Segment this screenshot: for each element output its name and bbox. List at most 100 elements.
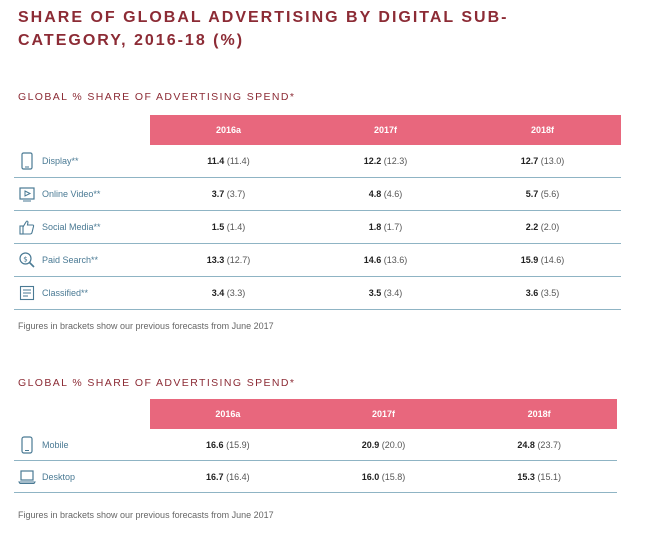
value-cell: 2.2 (2.0): [464, 222, 621, 232]
value-current: 3.6: [525, 288, 539, 298]
value-cell: 3.7 (3.7): [150, 189, 307, 199]
value-previous: (1.7): [383, 222, 403, 232]
value-previous: (15.9): [226, 439, 250, 450]
section-heading-share-by-device: GLOBAL % SHARE OF ADVERTISING SPEND*: [18, 377, 296, 389]
value-current: 4.8: [368, 189, 382, 199]
row-label-text: Online Video**: [42, 189, 101, 199]
value-cell: 13.3 (12.7): [150, 255, 307, 265]
value-current: 12.7: [520, 156, 539, 166]
value-cell: 1.8 (1.7): [307, 222, 464, 232]
header-blank-cell: [14, 399, 150, 429]
value-current: 3.5: [368, 288, 382, 298]
value-previous: (16.4): [226, 471, 250, 482]
value-current: 16.0: [361, 471, 380, 482]
value-previous: (2.0): [540, 222, 560, 232]
row-label-text: Paid Search**: [42, 255, 99, 265]
value-cell: 1.5 (1.4): [150, 222, 307, 232]
value-current: 16.6: [206, 439, 224, 450]
value-cell: 14.6 (13.6): [307, 255, 464, 265]
row-label: $ Paid Search**: [14, 250, 150, 270]
value-current: 14.6: [363, 255, 382, 265]
device-table: 2016a 2017f 2018f Mobile 16.6 (15.9) 20.…: [14, 399, 618, 493]
laptop-icon: [18, 467, 36, 487]
value-current: 11.4: [207, 156, 225, 166]
value-cell: 15.3 (15.1): [461, 472, 617, 482]
value-current: 2.2: [525, 222, 539, 232]
table-row: Classified** 3.4 (3.3) 3.5 (3.4) 3.6 (3.…: [14, 277, 621, 310]
row-label: Desktop: [14, 467, 150, 487]
value-previous: (13.0): [540, 156, 565, 166]
list-icon: [18, 283, 36, 303]
value-cell: 11.4 (11.4): [150, 156, 307, 166]
value-previous: (13.6): [383, 255, 408, 265]
row-label: Social Media**: [14, 217, 150, 237]
section-heading-share-by-subcategory: GLOBAL % SHARE OF ADVERTISING SPEND*: [18, 91, 296, 103]
value-current: 24.8: [517, 439, 535, 450]
value-cell: 24.8 (23.7): [461, 440, 617, 450]
column-header: 2018f: [461, 399, 618, 429]
row-label-text: Display**: [42, 156, 79, 166]
value-previous: (11.4): [226, 156, 250, 166]
value-previous: (3.7): [226, 189, 246, 199]
value-current: 3.7: [211, 189, 225, 199]
row-label: Mobile: [14, 435, 150, 455]
value-current: 3.4: [211, 288, 225, 298]
row-label: Classified**: [14, 283, 150, 303]
value-cell: 12.2 (12.3): [307, 156, 464, 166]
value-previous: (3.3): [226, 288, 246, 298]
value-previous: (3.5): [540, 288, 560, 298]
value-cell: 12.7 (13.0): [464, 156, 621, 166]
table-row: Mobile 16.6 (15.9) 20.9 (20.0) 24.8 (23.…: [14, 429, 617, 461]
value-cell: 20.9 (20.0): [306, 440, 462, 450]
value-previous: (3.4): [383, 288, 403, 298]
value-current: 5.7: [525, 189, 539, 199]
column-header: 2017f: [305, 399, 462, 429]
value-cell: 3.4 (3.3): [150, 288, 307, 298]
column-header: 2018f: [464, 115, 621, 145]
row-label: Display**: [14, 151, 150, 171]
row-label-text: Mobile: [42, 439, 69, 450]
digital-subcategory-table: 2016a 2017f 2018f Display** 11.4 (11.4) …: [14, 115, 621, 310]
value-cell: 16.0 (15.8): [306, 472, 462, 482]
value-previous: (15.8): [381, 471, 406, 482]
table-header-row: 2016a 2017f 2018f: [14, 399, 618, 429]
video-play-icon: [18, 184, 36, 204]
value-current: 1.8: [368, 222, 382, 232]
value-current: 16.7: [206, 471, 224, 482]
row-label-text: Desktop: [42, 471, 76, 482]
svg-text:$: $: [23, 256, 27, 264]
value-previous: (15.1): [537, 471, 561, 482]
value-current: 1.5: [211, 222, 225, 232]
row-label-text: Social Media**: [42, 222, 101, 232]
value-cell: 4.8 (4.6): [307, 189, 464, 199]
value-current: 13.3: [206, 255, 225, 265]
column-header: 2017f: [307, 115, 464, 145]
table-row: $ Paid Search** 13.3 (12.7) 14.6 (13.6) …: [14, 244, 621, 277]
table-footnote: Figures in brackets show our previous fo…: [18, 510, 274, 520]
value-cell: 16.6 (15.9): [150, 440, 306, 450]
value-previous: (5.6): [540, 189, 560, 199]
value-previous: (23.7): [537, 439, 561, 450]
value-cell: 16.7 (16.4): [150, 472, 306, 482]
value-cell: 15.9 (14.6): [464, 255, 621, 265]
table-row: Social Media** 1.5 (1.4) 1.8 (1.7) 2.2 (…: [14, 211, 621, 244]
value-current: 15.3: [517, 471, 535, 482]
value-previous: (20.0): [381, 439, 406, 450]
column-header: 2016a: [150, 399, 306, 429]
table-row: Desktop 16.7 (16.4) 16.0 (15.8) 15.3 (15…: [14, 461, 617, 493]
mobile-icon: [18, 435, 36, 455]
value-previous: (12.3): [383, 156, 408, 166]
value-previous: (14.6): [540, 255, 565, 265]
value-current: 15.9: [520, 255, 539, 265]
column-header: 2016a: [150, 115, 307, 145]
display-icon: [18, 151, 36, 171]
page-title: SHARE OF GLOBAL ADVERTISING BY DIGITAL S…: [18, 9, 509, 49]
value-current: 12.2: [363, 156, 382, 166]
table-header-row: 2016a 2017f 2018f: [14, 115, 621, 145]
value-previous: (4.6): [383, 189, 403, 199]
value-cell: 3.6 (3.5): [464, 288, 621, 298]
table-row: Display** 11.4 (11.4) 12.2 (12.3) 12.7 (…: [14, 145, 621, 178]
value-cell: 3.5 (3.4): [307, 288, 464, 298]
row-label: Online Video**: [14, 184, 150, 204]
value-previous: (1.4): [226, 222, 246, 232]
